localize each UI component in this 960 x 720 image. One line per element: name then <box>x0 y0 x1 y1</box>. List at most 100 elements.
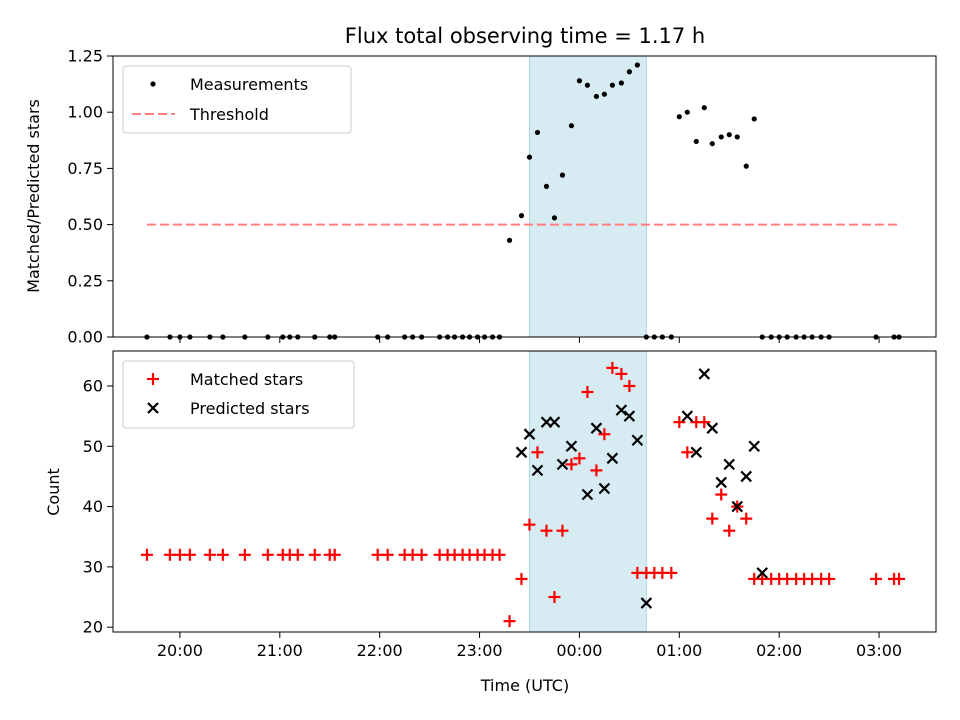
predicted-star-point <box>690 446 703 459</box>
x-tick-label: 03:00 <box>856 641 902 660</box>
predicted-star-stroke <box>548 416 561 428</box>
top-y-tick-label: 0.00 <box>67 328 103 347</box>
predicted-star-point <box>615 404 628 416</box>
measurement-points <box>144 62 902 340</box>
matched-star-point <box>308 548 321 561</box>
legend-predicted-marker <box>147 402 159 414</box>
matched-star-point <box>706 512 719 525</box>
measurement-point <box>609 82 615 88</box>
predicted-star-point <box>740 470 753 483</box>
matched-star-point <box>623 379 636 392</box>
measurement-point <box>718 134 724 140</box>
x-tick-label: 02:00 <box>756 641 802 660</box>
measurement-point <box>626 69 632 75</box>
predicted-star-point <box>731 500 744 513</box>
x-tick-label: 01:00 <box>656 641 702 660</box>
predicted-star-stroke <box>623 410 636 422</box>
bottom-y-tick-label: 50 <box>83 437 103 456</box>
matched-star-point <box>681 446 694 459</box>
chart-title: Flux total observing time = 1.17 h <box>345 24 705 48</box>
legend-threshold-label: Threshold <box>189 105 269 124</box>
x-tick-label: 21:00 <box>257 641 303 660</box>
predicted-star-point <box>723 458 736 471</box>
matched-star-point <box>823 572 836 585</box>
legend-measurements-label: Measurements <box>190 75 308 94</box>
predicted-star-point <box>698 368 711 380</box>
matched-star-point <box>723 524 736 537</box>
matched-star-point <box>870 572 883 585</box>
bottom-y-axis-label: Count <box>44 468 63 516</box>
predicted-star-stroke <box>640 597 653 609</box>
measurement-point <box>526 154 533 160</box>
measurement-point <box>618 80 624 86</box>
predicted-star-stroke <box>715 476 728 489</box>
matched-star-point <box>183 548 196 561</box>
measurement-point <box>518 213 525 219</box>
matched-star-point <box>540 524 553 537</box>
predicted-star-stroke <box>523 428 536 440</box>
legend-measurements-marker <box>150 81 156 87</box>
measurement-point <box>734 134 740 140</box>
matched-star-point <box>381 548 394 561</box>
predicted-star-stroke <box>731 500 744 513</box>
matched-stars-points <box>140 361 906 628</box>
measurement-point <box>584 82 591 88</box>
top-x-ticks <box>179 337 880 343</box>
matched-star-point <box>261 548 274 561</box>
predicted-star-point <box>715 476 728 489</box>
matched-star-point <box>203 548 216 561</box>
predicted-star-point <box>706 422 719 434</box>
x-tick-label: 23:00 <box>456 641 502 660</box>
matched-star-point <box>615 367 628 380</box>
matched-star-point <box>503 615 516 628</box>
x-tick-label: 20:00 <box>157 641 203 660</box>
predicted-star-point <box>565 440 578 453</box>
bottom-x-ticks: 20:00 21:00 22:00 23:00 00:00 01:00 02:00 03:00 <box>157 632 902 660</box>
bottom-panel: 20 30 40 50 60 20:00 21:00 22:00 23:00 00:00 01:0… <box>44 350 937 695</box>
predicted-star-stroke <box>590 422 603 434</box>
bottom-axes-frame <box>112 350 937 633</box>
matched-star-point <box>715 488 728 501</box>
measurement-point <box>543 183 550 189</box>
legend-matched-label: Matched stars <box>190 370 303 389</box>
matched-star-point <box>893 572 906 585</box>
predicted-star-stroke <box>565 440 578 453</box>
predicted-star-point <box>523 428 536 440</box>
top-highlight-span <box>528 55 647 338</box>
top-y-ticks: 0.00 0.25 0.50 0.75 1.00 1.25 <box>67 47 113 347</box>
matched-star-point <box>740 512 753 525</box>
matched-star-point <box>573 452 586 465</box>
top-y-tick-label: 1.00 <box>67 103 103 122</box>
measurement-point <box>684 109 690 115</box>
matched-star-point <box>673 416 686 429</box>
measurement-point <box>709 141 715 147</box>
matched-star-point <box>606 361 619 374</box>
predicted-star-stroke <box>698 368 711 380</box>
legend-predicted-label: Predicted stars <box>190 399 310 418</box>
matched-star-point <box>415 548 428 561</box>
predicted-star-stroke <box>748 440 760 453</box>
predicted-star-stroke <box>756 567 768 579</box>
matched-star-point <box>523 518 536 531</box>
predicted-star-point <box>581 488 594 501</box>
predicted-star-point <box>556 458 569 471</box>
measurement-point <box>726 132 732 138</box>
predicted-star-point <box>631 434 644 447</box>
bottom-y-tick-label: 20 <box>83 618 103 637</box>
bottom-y-tick-label: 40 <box>83 497 103 516</box>
top-axes-frame <box>112 55 937 338</box>
matched-star-point <box>328 548 341 561</box>
matched-star-point <box>515 572 528 585</box>
predicted-star-point <box>681 410 694 422</box>
measurement-point <box>751 116 757 122</box>
predicted-star-point <box>548 416 561 428</box>
matched-star-point <box>665 566 678 579</box>
measurement-point <box>634 62 640 68</box>
bottom-y-tick-label: 60 <box>83 376 103 395</box>
predicted-star-point <box>515 446 528 459</box>
legend-matched-marker <box>147 373 159 385</box>
predicted-star-stroke <box>706 422 719 434</box>
top-y-tick-label: 0.25 <box>67 271 103 290</box>
measurement-point <box>693 138 699 145</box>
